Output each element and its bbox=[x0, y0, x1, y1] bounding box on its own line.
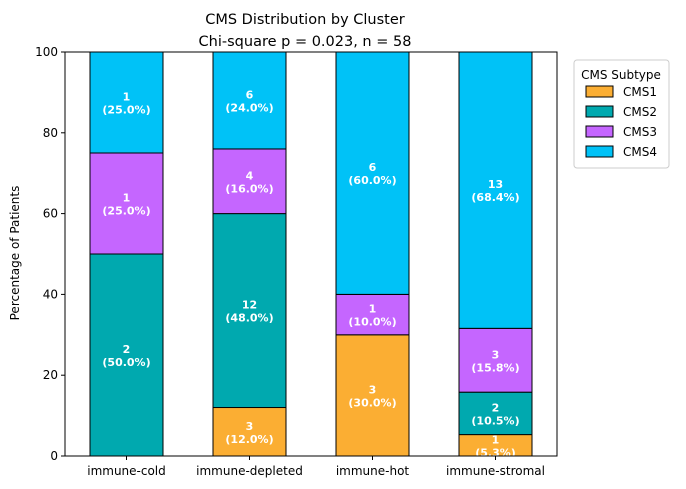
legend-swatch-cms2 bbox=[585, 105, 614, 118]
bar-segment-cms2 bbox=[212, 213, 287, 409]
bar-segment-cms3 bbox=[89, 152, 164, 255]
bar-segment-cms4 bbox=[335, 51, 410, 295]
bar-count-label: 2 bbox=[123, 343, 131, 356]
bar-count-label: 1 bbox=[492, 433, 500, 446]
bar-percent-label: (25.0%) bbox=[102, 205, 150, 218]
y-axis-label: Percentage of Patients bbox=[8, 186, 22, 321]
legend: CMS Subtype CMS1 CMS2 CMS3 CMS4 bbox=[573, 59, 670, 169]
bar-count-label: 1 bbox=[369, 303, 377, 316]
y-tick-label: 40 bbox=[43, 287, 58, 301]
legend-label: CMS1 bbox=[623, 85, 657, 99]
legend-label: CMS2 bbox=[623, 105, 657, 119]
legend-swatch-cms4 bbox=[585, 145, 614, 158]
bar-segment-cms1 bbox=[212, 407, 287, 457]
y-tick-label: 100 bbox=[35, 45, 58, 59]
bar-count-label: 1 bbox=[123, 91, 131, 104]
chart-subtitle: Chi-square p = 0.023, n = 58 bbox=[199, 34, 412, 50]
bar-percent-label: (25.0%) bbox=[102, 104, 150, 117]
bar-percent-label: (16.0%) bbox=[225, 182, 273, 195]
bar-percent-label: (24.0%) bbox=[225, 101, 273, 114]
bar-percent-label: (10.5%) bbox=[471, 414, 519, 427]
legend-swatch-cms1 bbox=[585, 85, 614, 98]
bar-count-label: 2 bbox=[492, 401, 500, 414]
bar-percent-label: (50.0%) bbox=[102, 356, 150, 369]
x-tick-label: immune-hot bbox=[336, 464, 410, 478]
plot-frame bbox=[64, 51, 558, 457]
legend-items: CMS1 CMS2 CMS3 CMS4 bbox=[585, 85, 657, 159]
bar-count-label: 13 bbox=[488, 178, 503, 191]
bar-count-label: 6 bbox=[246, 88, 254, 101]
y-tick-label: 80 bbox=[43, 126, 58, 140]
x-tick-label: immune-stromal bbox=[446, 464, 545, 478]
x-tick-label: immune-depleted bbox=[196, 464, 303, 478]
bar-count-label: 6 bbox=[369, 161, 377, 174]
bars-group: 2(50.0%)1(25.0%)1(25.0%)3(12.0%)12(48.0%… bbox=[89, 51, 533, 459]
bar-percent-label: (15.8%) bbox=[471, 361, 519, 374]
bar-segment-cms2 bbox=[458, 391, 533, 436]
bar-count-label: 3 bbox=[369, 383, 377, 396]
bar-count-label: 3 bbox=[492, 348, 500, 361]
x-tick-label: immune-cold bbox=[87, 464, 166, 478]
bar-segment-cms1 bbox=[335, 334, 410, 457]
bar-segment-cms2 bbox=[89, 253, 164, 457]
bar-segment-cms3 bbox=[212, 148, 287, 215]
bar-percent-label: (60.0%) bbox=[348, 174, 396, 187]
legend-title: CMS Subtype bbox=[581, 68, 661, 82]
legend-swatch-cms3 bbox=[585, 125, 614, 138]
legend-label: CMS4 bbox=[623, 145, 657, 159]
bar-percent-label: (12.0%) bbox=[225, 433, 273, 446]
y-tick-label: 20 bbox=[43, 368, 58, 382]
y-tick-label: 60 bbox=[43, 207, 58, 221]
bar-segment-cms3 bbox=[335, 293, 410, 336]
y-axis: 0 20 40 60 80 100 bbox=[35, 45, 65, 463]
legend-label: CMS3 bbox=[623, 125, 657, 139]
bar-segment-cms4 bbox=[458, 51, 533, 329]
bar-count-label: 12 bbox=[242, 299, 257, 312]
bar-count-label: 4 bbox=[246, 169, 254, 182]
x-axis: immune-cold immune-depleted immune-hot immu… bbox=[87, 456, 545, 478]
bar-percent-label: (48.0%) bbox=[225, 312, 273, 325]
bar-segment-cms4 bbox=[212, 51, 287, 150]
bar-percent-label: (68.4%) bbox=[471, 191, 519, 204]
chart-title: CMS Distribution by Cluster bbox=[205, 12, 405, 28]
y-tick-label: 0 bbox=[50, 449, 58, 463]
bar-percent-label: (10.0%) bbox=[348, 316, 396, 329]
bar-percent-label: (30.0%) bbox=[348, 396, 396, 409]
bar-count-label: 3 bbox=[246, 420, 254, 433]
bar-count-label: 1 bbox=[123, 192, 131, 205]
